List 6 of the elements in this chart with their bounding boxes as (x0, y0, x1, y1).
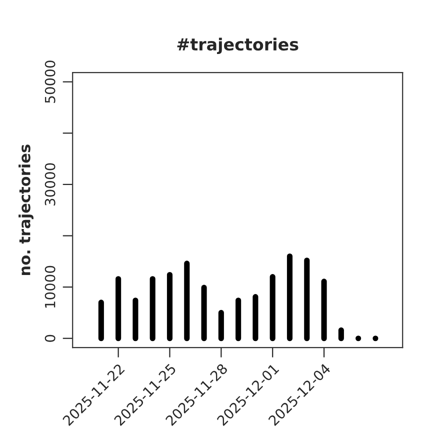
chart-title: #trajectories (177, 38, 298, 54)
y-tick-label: 10000 (44, 266, 56, 308)
y-tick-label: 30000 (44, 163, 56, 206)
y-tick-label: 0 (44, 334, 56, 342)
y-tick-label: 50000 (44, 60, 56, 103)
y-axis-title: no. trajectories (18, 144, 34, 275)
